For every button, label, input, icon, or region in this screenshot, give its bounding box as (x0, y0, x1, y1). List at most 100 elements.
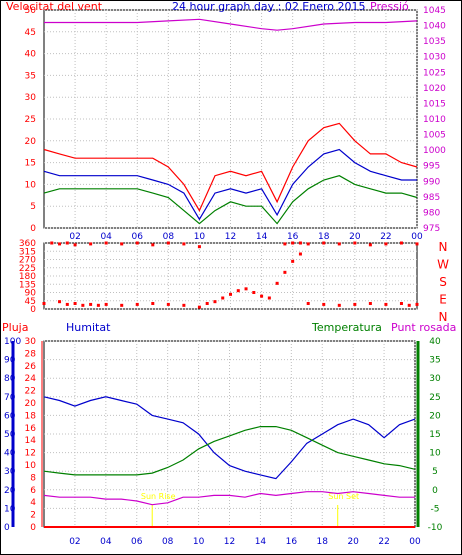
humidity-tick-label: 0 (4, 523, 10, 533)
hour-tick-label: 10 (193, 537, 205, 547)
hour-tick-label: 18 (317, 537, 329, 547)
direction-point (415, 302, 419, 306)
direction-point (337, 303, 341, 307)
hour-tick-label: 08 (163, 232, 175, 242)
pressure-tick-label: 1045 (423, 6, 446, 16)
rain-tick-label: 30 (25, 337, 37, 347)
humidity-ticks: 0 10 20 30 40 50 60 70 80 90 100 (4, 337, 21, 533)
direction-tick-label: 135 (19, 280, 36, 290)
direction-point (291, 241, 295, 245)
direction-point (73, 302, 77, 305)
direction-point (120, 303, 124, 307)
hour-tick-label: 14 (255, 537, 267, 547)
direction-point (399, 302, 403, 305)
pressure-tick-label: 1015 (423, 99, 446, 109)
sun-markers: Sun Rise Sun Set (141, 492, 359, 527)
dewpoint-label: Punt rosada (391, 321, 456, 334)
direction-point (213, 300, 217, 304)
hour-tick-label: 00 (411, 232, 423, 242)
avg-line (43, 148, 417, 221)
direction-point (89, 302, 93, 306)
wind-grid (44, 9, 418, 229)
direction-point (151, 302, 155, 305)
temperature-line (43, 426, 416, 476)
direction-tick-label: 180 (19, 272, 36, 282)
rain-tick-label: 16 (25, 424, 37, 434)
rain-tick-label: 24 (25, 374, 37, 384)
humidity-tick-label: 80 (4, 374, 16, 384)
direction-points (42, 241, 419, 309)
wind-tick-label: 50 (25, 6, 37, 16)
direction-point (306, 242, 310, 246)
humidity-tick-label: 70 (4, 393, 16, 403)
direction-point (73, 243, 77, 247)
hour-tick-label: 06 (131, 537, 143, 547)
rain-tick-label: 4 (30, 498, 36, 508)
wind-left-ticks: 0 5 10 15 20 25 30 35 40 45 50 (25, 6, 37, 234)
temperature-tick-label: 5 (432, 467, 438, 477)
direction-point (104, 302, 108, 306)
direction-point (244, 287, 248, 291)
temperature-tick-label: 20 (429, 411, 441, 421)
pressure-axis-title: Pressió (370, 0, 409, 13)
temperature-tick-label: 10 (429, 449, 441, 459)
wind-tick-label: 10 (25, 180, 37, 190)
pressure-line (44, 18, 418, 31)
direction-point (306, 302, 310, 305)
direction-point (368, 243, 372, 247)
direction-point (135, 241, 139, 245)
direction-point (229, 292, 232, 296)
humidity-line (43, 396, 416, 480)
temp-humidity-panel: Pluja Humitat Temperatura Punt rosada 0 1… (2, 321, 456, 547)
pressure-tick-label: 995 (423, 162, 440, 172)
pressure-tick-label: 1025 (423, 68, 446, 78)
humidity-label: Humitat (66, 321, 111, 334)
compass-label: N (439, 310, 448, 324)
humidity-tick-label: 90 (4, 356, 16, 366)
direction-tick-label: 45 (25, 297, 36, 307)
pressure-tick-label: 1035 (423, 37, 446, 47)
direction-point (252, 291, 256, 294)
wind-tick-label: 40 (25, 50, 37, 60)
direction-point (58, 242, 62, 246)
wind-tick-label: 5 (30, 202, 36, 212)
hour-tick-label: 06 (132, 232, 144, 242)
wind-series (43, 18, 418, 225)
direction-point (298, 252, 302, 256)
hour-tick-label: 18 (318, 232, 330, 242)
direction-point (81, 303, 85, 307)
direction-point (135, 302, 139, 306)
direction-point (415, 242, 419, 246)
direction-tick-label: 315 (19, 247, 36, 257)
compass-label: N (439, 240, 448, 254)
humidity-tick-label: 60 (4, 411, 16, 421)
rain-label: Pluja (2, 321, 28, 334)
hour-tick-label: 14 (256, 232, 268, 242)
direction-point (197, 305, 201, 309)
direction-point (353, 241, 357, 245)
compass-label: E (439, 293, 447, 307)
rain-tick-label: 2 (30, 511, 36, 521)
humidity-tick-label: 40 (4, 449, 16, 459)
hour-tick-label: 16 (286, 537, 298, 547)
direction-point (197, 245, 201, 249)
direction-point (384, 302, 388, 306)
pressure-tick-label: 990 (423, 177, 440, 187)
hour-tick-label: 20 (347, 537, 359, 547)
direction-grid (44, 242, 417, 310)
wind-tick-label: 35 (25, 71, 36, 81)
dewpoint-line (43, 491, 415, 506)
direction-point (283, 242, 287, 246)
direction-point (58, 300, 62, 304)
wind-pressure-panel: Velocitat del vent 24 hour graph day : 0… (6, 0, 446, 242)
gust-line (43, 122, 418, 212)
rain-tick-label: 18 (25, 411, 37, 421)
pressure-tick-label: 1010 (423, 115, 446, 125)
humidity-tick-label: 100 (4, 337, 21, 347)
humidity-tick-label: 10 (4, 504, 16, 514)
speed-line (43, 175, 418, 225)
direction-point (353, 302, 357, 306)
